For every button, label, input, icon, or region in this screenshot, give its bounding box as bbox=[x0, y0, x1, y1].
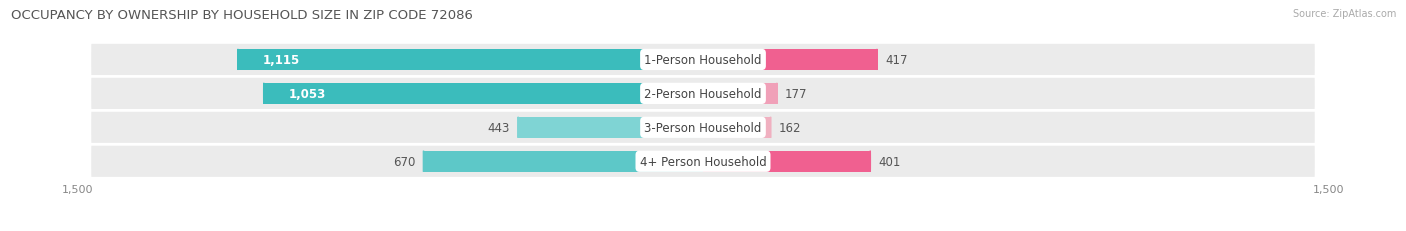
Bar bbox=[423, 151, 703, 172]
Bar bbox=[703, 117, 770, 138]
Text: 1-Person Household: 1-Person Household bbox=[644, 54, 762, 67]
Text: 1,115: 1,115 bbox=[263, 54, 301, 67]
Text: 3-Person Household: 3-Person Household bbox=[644, 121, 762, 134]
Text: 1,053: 1,053 bbox=[288, 88, 326, 100]
Text: 670: 670 bbox=[392, 155, 415, 168]
Text: 443: 443 bbox=[488, 121, 510, 134]
Text: Source: ZipAtlas.com: Source: ZipAtlas.com bbox=[1292, 9, 1396, 19]
Text: 177: 177 bbox=[785, 88, 807, 100]
Bar bbox=[264, 83, 703, 104]
Bar bbox=[703, 151, 870, 172]
Bar bbox=[238, 50, 703, 71]
Bar bbox=[703, 50, 877, 71]
FancyBboxPatch shape bbox=[90, 145, 1316, 179]
Text: 401: 401 bbox=[879, 155, 901, 168]
Text: 2-Person Household: 2-Person Household bbox=[644, 88, 762, 100]
Text: OCCUPANCY BY OWNERSHIP BY HOUSEHOLD SIZE IN ZIP CODE 72086: OCCUPANCY BY OWNERSHIP BY HOUSEHOLD SIZE… bbox=[11, 9, 474, 22]
FancyBboxPatch shape bbox=[90, 43, 1316, 77]
FancyBboxPatch shape bbox=[90, 111, 1316, 145]
FancyBboxPatch shape bbox=[90, 77, 1316, 111]
Bar bbox=[703, 83, 778, 104]
Bar bbox=[519, 117, 703, 138]
Text: 4+ Person Household: 4+ Person Household bbox=[640, 155, 766, 168]
Text: 162: 162 bbox=[779, 121, 801, 134]
Text: 417: 417 bbox=[886, 54, 908, 67]
